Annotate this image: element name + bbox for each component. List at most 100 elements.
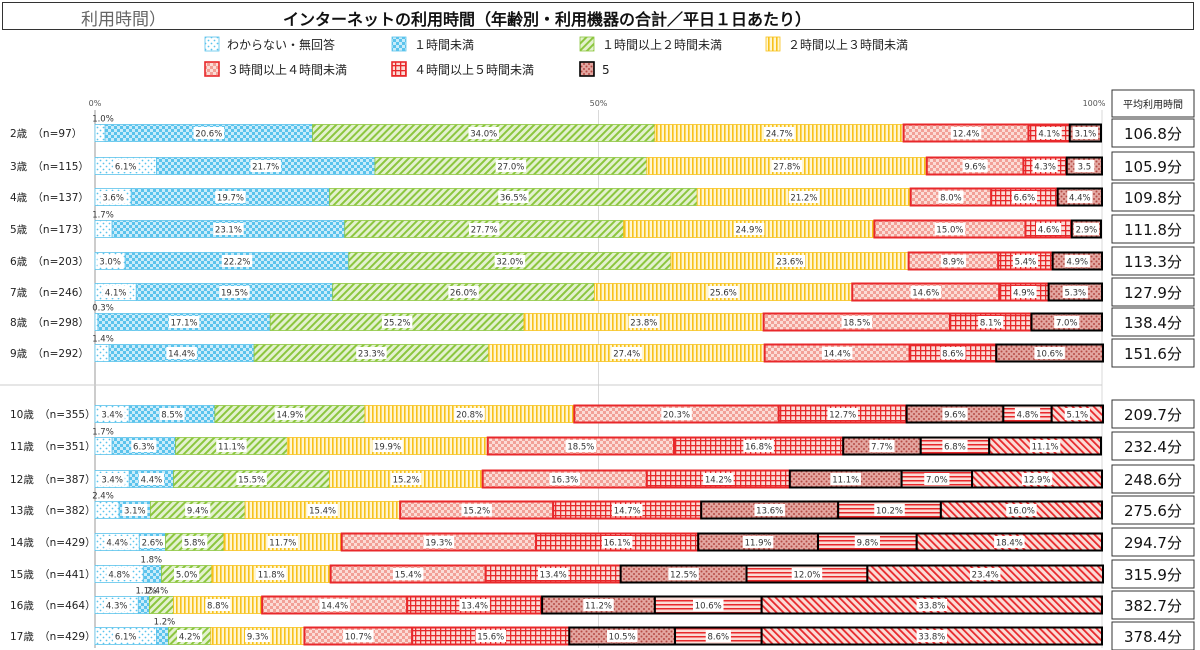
data-label-bg	[628, 316, 660, 328]
data-label-bg	[874, 504, 905, 516]
data-label: 14.4%	[321, 602, 348, 612]
legend-label: １時間未満	[414, 38, 474, 52]
data-label-bg	[138, 473, 164, 485]
data-label: 1.0%	[92, 115, 114, 125]
bar-row: 2歳 （n=97） 1.0% 20.6% 34.0% 24.7% 12.4% 4.1% 3.1…	[10, 115, 1195, 148]
data-label: 27.4%	[613, 350, 640, 360]
data-label-bg	[827, 408, 858, 420]
row-label: 5歳 （n=173）	[10, 224, 89, 236]
bar-row: 6歳 （n=203） 3.0% 22.2% 32.0% 23.6% 8.9% 5.4% 4.9…	[10, 246, 1195, 276]
data-label-bg	[174, 568, 200, 580]
bar-row: 5歳 （n=173）1.7% 23.1% 27.7% 24.9% 15.0% 4.6% 2.…	[10, 211, 1195, 244]
bar-segment	[142, 565, 162, 583]
data-label-bg	[267, 536, 299, 548]
row-label: 7歳 （n=246）	[10, 287, 89, 299]
data-label: 8.5%	[161, 411, 183, 421]
data-label: 6.1%	[115, 163, 137, 173]
avg-box	[1111, 277, 1195, 307]
data-label-bg	[962, 160, 988, 172]
x-tick-label: 0%	[89, 99, 102, 108]
bar-row: 16歳 （n=464） 4.3% 1.1%2.4% 8.8% 14.4% 13.4% 11.…	[10, 587, 1195, 620]
data-label: 12.9%	[1024, 476, 1051, 486]
data-label: 8.6%	[708, 633, 730, 643]
data-label-bg	[159, 408, 185, 420]
data-label: 4.1%	[1038, 130, 1060, 140]
data-label-bg	[1064, 255, 1090, 267]
data-label-bg	[468, 127, 499, 139]
data-label: 33.8%	[918, 633, 945, 643]
row-label: 3歳 （n=115）	[10, 161, 89, 173]
x-tick-label: 100%	[1083, 99, 1106, 108]
data-label-bg	[1034, 347, 1065, 359]
data-label: 7.0%	[926, 476, 948, 486]
data-label: 19.3%	[425, 539, 452, 549]
data-label-bg	[854, 536, 880, 548]
data-label-bg	[601, 536, 633, 548]
data-label-bg	[1029, 440, 1061, 452]
data-label-bg	[1074, 160, 1095, 172]
data-label-bg	[934, 223, 966, 235]
data-label: 10.6%	[1036, 350, 1063, 360]
data-label: 2.4%	[147, 587, 169, 597]
avg-value: 294.7分	[1124, 534, 1182, 552]
row-label: 13歳 （n=382）	[10, 505, 96, 517]
data-label: 25.2%	[384, 319, 411, 329]
data-label: 6.3%	[133, 443, 155, 453]
data-label: 11.8%	[258, 571, 285, 581]
data-label: 11.2%	[585, 602, 612, 612]
avg-box	[1111, 399, 1195, 429]
data-label-bg	[182, 536, 208, 548]
data-label-bg	[611, 504, 643, 516]
data-label: 3.1%	[124, 507, 146, 517]
data-label-bg	[764, 127, 795, 139]
data-label: 11.7%	[269, 539, 296, 549]
row-label: 9歳 （n=292）	[10, 348, 89, 360]
data-label: 10.6%	[695, 602, 722, 612]
data-label-bg	[841, 316, 873, 328]
data-label: 19.9%	[374, 443, 401, 453]
data-label-bg	[869, 440, 895, 452]
data-label-bg	[969, 568, 1001, 580]
data-label: 11.1%	[1032, 443, 1059, 453]
data-label: 4.9%	[1067, 258, 1089, 268]
data-label: 14.4%	[824, 350, 851, 360]
data-label: 23.6%	[776, 258, 803, 268]
data-label-bg	[1067, 191, 1093, 203]
data-label: 8.1%	[980, 319, 1002, 329]
data-label: 4.4%	[1069, 194, 1091, 204]
data-label-bg	[468, 223, 500, 235]
row-label: 15歳 （n=441）	[10, 569, 96, 581]
data-label: 10.5%	[609, 633, 636, 643]
data-label-bg	[236, 473, 267, 485]
chart-title: インターネットの利用時間（年齢別・利用機器の合計／平日１日あたり）	[283, 10, 812, 29]
data-label-bg	[459, 599, 490, 611]
data-label: 21.2%	[790, 194, 817, 204]
data-label-bg	[1011, 191, 1038, 203]
data-label: 4.1%	[105, 289, 127, 299]
data-label-bg	[221, 255, 253, 267]
data-label-bg	[122, 504, 148, 516]
data-label: 34.0%	[470, 130, 497, 140]
data-label: 20.8%	[456, 411, 483, 421]
data-label: 15.5%	[238, 476, 265, 486]
data-label: 1.2%	[154, 618, 176, 628]
data-label: 3.5	[1078, 163, 1092, 173]
data-label-bg	[168, 316, 200, 328]
avg-value: 151.6分	[1124, 345, 1182, 363]
data-label-bg	[219, 286, 250, 298]
bar-segment	[94, 124, 106, 142]
data-label-bg	[423, 536, 455, 548]
data-label-bg	[705, 630, 731, 642]
data-label: 7.0%	[1056, 319, 1078, 329]
bar-row: 3歳 （n=115） 6.1% 21.7% 27.0% 27.8% 9.6% 4.3% 3.5…	[10, 151, 1195, 181]
data-label: 13.4%	[461, 602, 488, 612]
data-label-bg	[454, 408, 485, 420]
data-label: 2.6%	[142, 539, 164, 549]
data-label-bg	[390, 473, 422, 485]
avg-box	[1111, 338, 1195, 368]
data-label: 4.4%	[106, 539, 128, 549]
data-label-bg	[661, 408, 692, 420]
data-label: 7.7%	[871, 443, 893, 453]
row-label: 4歳 （n=137）	[10, 192, 89, 204]
